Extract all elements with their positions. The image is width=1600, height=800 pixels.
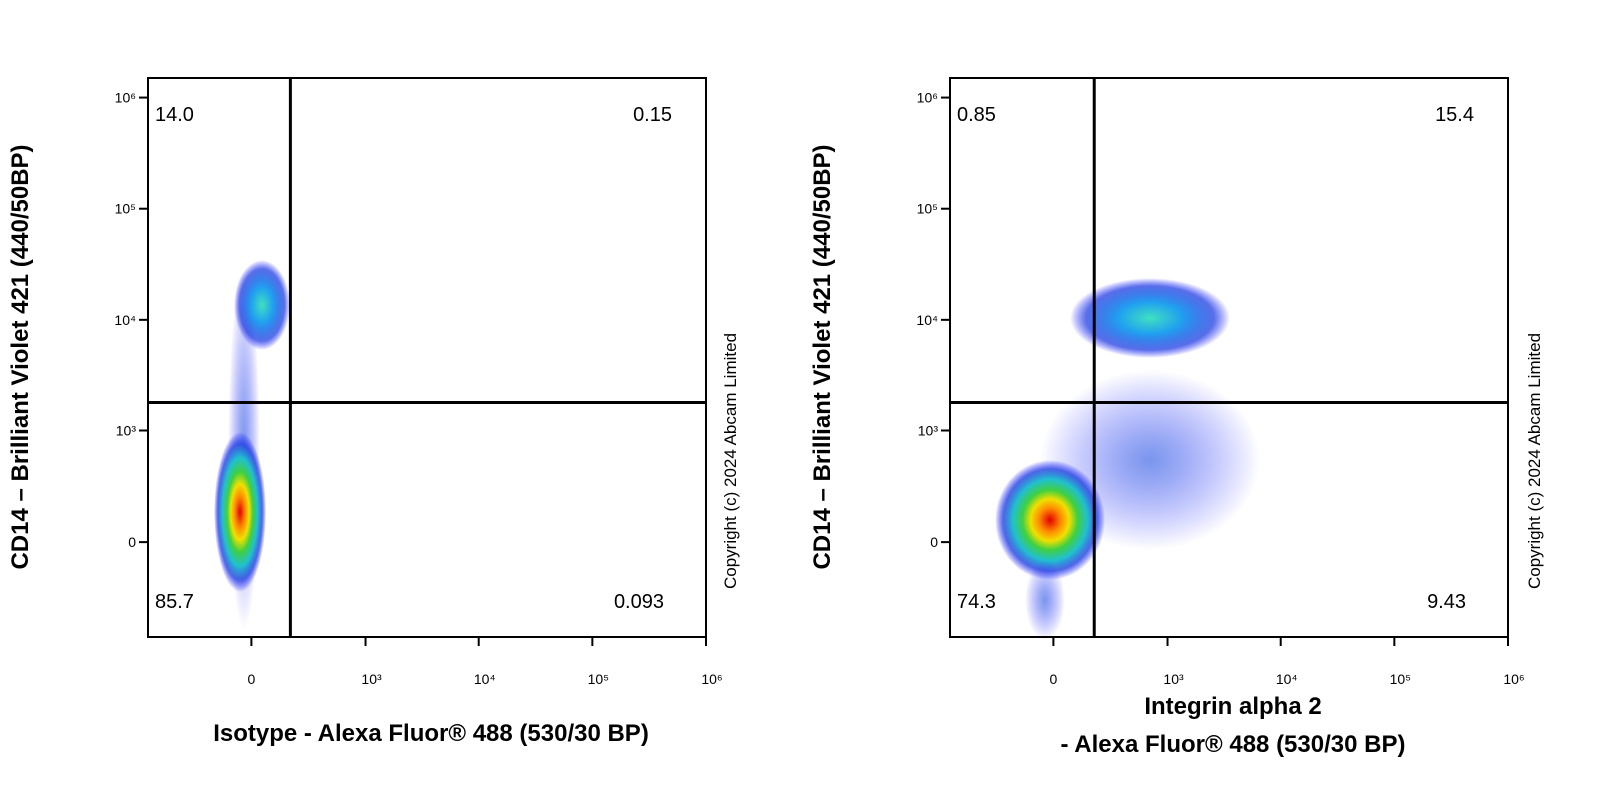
y-tick-label: 10⁵ (917, 201, 938, 217)
x-tick-label: 10³ (361, 671, 382, 687)
y-tick-label: 10⁴ (114, 312, 136, 328)
quadrant-percentage: 9.43 (1427, 591, 1466, 613)
y-tick-label: 10⁴ (916, 312, 938, 328)
x-tick-label: 0 (1049, 671, 1057, 687)
copyright: Copyright (c) 2024 Abcam Limited (721, 333, 740, 589)
x-tick-label: 10⁶ (701, 671, 722, 687)
quadrant-percentage: 15.4 (1435, 104, 1474, 126)
y-tick-label: 10³ (918, 423, 939, 439)
y-tick-label: 10⁶ (917, 90, 938, 106)
quadrant-percentage: 0.85 (957, 104, 996, 126)
y-tick-label: 0 (128, 534, 136, 550)
density-cluster (1025, 560, 1065, 640)
density-cluster (214, 432, 266, 592)
x-axis-label: Integrin alpha 2 (1144, 693, 1321, 720)
x-axis-label: - Alexa Fluor® 488 (530/30 BP) (1061, 731, 1406, 758)
x-tick-label: 10⁴ (474, 671, 496, 687)
x-tick-label: 10³ (1163, 671, 1184, 687)
x-tick-label: 10⁵ (1390, 671, 1411, 687)
y-tick-label: 10⁵ (115, 201, 136, 217)
density-cluster (1070, 278, 1230, 358)
quadrant-percentage: 85.7 (155, 591, 194, 613)
density-cluster (995, 460, 1105, 580)
quadrant-percentage: 0.093 (614, 591, 664, 613)
y-axis-label: CD14 – Brilliant Violet 421 (440/50BP) (809, 144, 836, 569)
x-tick-label: 10⁶ (1503, 671, 1524, 687)
quadrant-percentage: 74.3 (957, 591, 996, 613)
y-tick-label: 10³ (116, 423, 137, 439)
copyright: Copyright (c) 2024 Abcam Limited (1525, 333, 1544, 589)
x-tick-label: 10⁵ (588, 671, 609, 687)
plot-frame (949, 77, 1509, 638)
x-tick-label: 10⁴ (1276, 671, 1298, 687)
y-axis-label: CD14 – Brilliant Violet 421 (440/50BP) (7, 144, 34, 569)
x-axis-label: Isotype - Alexa Fluor® 488 (530/30 BP) (213, 720, 649, 747)
density-cluster (234, 260, 290, 350)
quadrant-percentage: 14.0 (155, 104, 194, 126)
quadrant-percentage: 0.15 (633, 104, 672, 126)
x-tick-label: 0 (247, 671, 255, 687)
y-tick-label: 10⁶ (115, 90, 136, 106)
plot-frame (147, 77, 707, 638)
y-tick-label: 0 (930, 534, 938, 550)
